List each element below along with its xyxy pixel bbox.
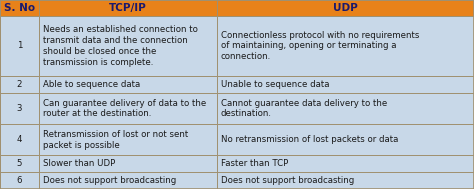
Text: No retransmission of lost packets or data: No retransmission of lost packets or dat… bbox=[220, 135, 398, 144]
Bar bbox=[217, 124, 474, 155]
Text: Does not support broadcasting: Does not support broadcasting bbox=[43, 176, 176, 185]
Bar bbox=[39, 124, 217, 155]
Text: 3: 3 bbox=[17, 104, 22, 113]
Bar bbox=[0, 93, 39, 124]
Bar bbox=[39, 16, 217, 76]
Text: Faster than TCP: Faster than TCP bbox=[220, 159, 288, 168]
Bar bbox=[217, 93, 474, 124]
Text: 6: 6 bbox=[17, 176, 22, 185]
Bar bbox=[217, 16, 474, 76]
Bar bbox=[0, 124, 39, 155]
Text: 2: 2 bbox=[17, 80, 22, 89]
Text: S. No: S. No bbox=[4, 3, 35, 13]
Text: Slower than UDP: Slower than UDP bbox=[43, 159, 115, 168]
Text: 4: 4 bbox=[17, 135, 22, 144]
Text: UDP: UDP bbox=[333, 3, 358, 13]
Bar bbox=[217, 172, 474, 189]
Bar bbox=[217, 155, 474, 172]
Bar bbox=[39, 155, 217, 172]
Bar bbox=[39, 76, 217, 93]
Bar bbox=[39, 0, 217, 16]
Bar bbox=[217, 76, 474, 93]
Text: Needs an established connection to
transmit data and the connection
should be cl: Needs an established connection to trans… bbox=[43, 25, 198, 67]
Bar bbox=[39, 172, 217, 189]
Text: Can guarantee delivery of data to the
router at the destination.: Can guarantee delivery of data to the ro… bbox=[43, 98, 206, 118]
Text: Able to sequence data: Able to sequence data bbox=[43, 80, 140, 89]
Text: Connectionless protocol with no requirements
of maintaining, opening or terminat: Connectionless protocol with no requirem… bbox=[220, 31, 419, 61]
Text: Unable to sequence data: Unable to sequence data bbox=[220, 80, 329, 89]
Bar bbox=[0, 16, 39, 76]
Text: Retransmission of lost or not sent
packet is possible: Retransmission of lost or not sent packe… bbox=[43, 130, 188, 149]
Bar bbox=[217, 0, 474, 16]
Bar bbox=[0, 0, 39, 16]
Text: Does not support broadcasting: Does not support broadcasting bbox=[220, 176, 354, 185]
Bar bbox=[0, 76, 39, 93]
Text: TCP/IP: TCP/IP bbox=[109, 3, 146, 13]
Bar bbox=[0, 155, 39, 172]
Text: 5: 5 bbox=[17, 159, 22, 168]
Bar bbox=[39, 93, 217, 124]
Bar bbox=[0, 172, 39, 189]
Text: 1: 1 bbox=[17, 41, 22, 50]
Text: Cannot guarantee data delivery to the
destination.: Cannot guarantee data delivery to the de… bbox=[220, 98, 387, 118]
